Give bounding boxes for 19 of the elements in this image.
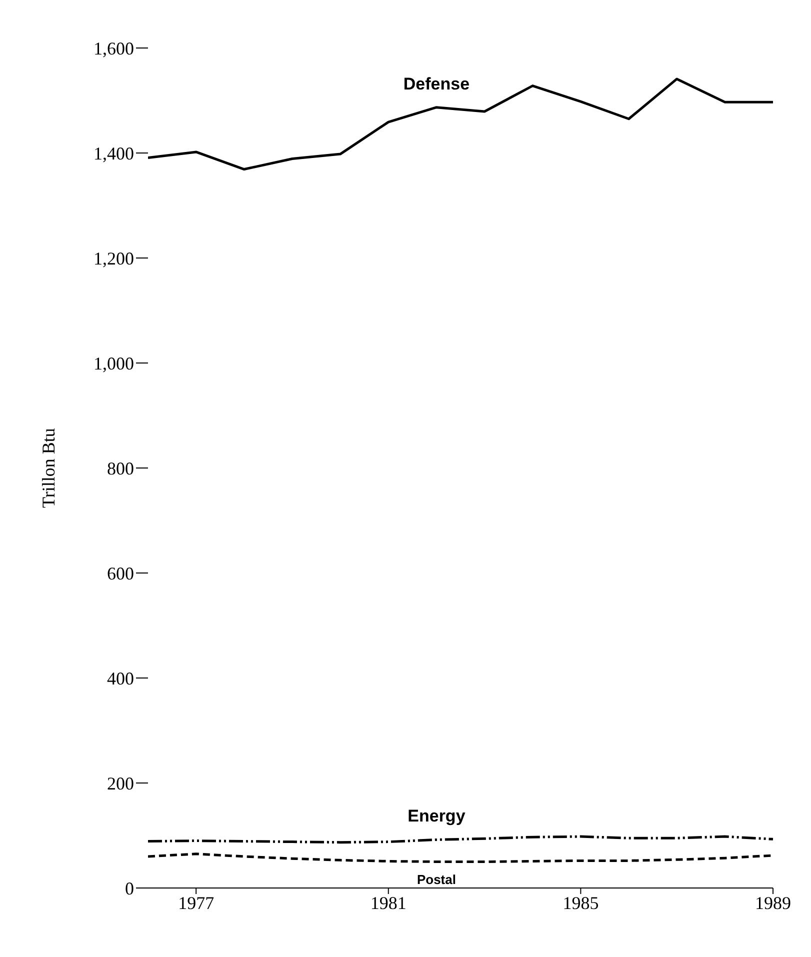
series-label: Defense xyxy=(403,74,470,94)
y-tick-label: 600 xyxy=(107,563,134,584)
y-tick-label: 800 xyxy=(107,458,134,478)
y-tick-label: 200 xyxy=(107,773,134,794)
y-tick-label: 1,600 xyxy=(94,38,134,58)
x-tick-label: 1989 xyxy=(755,892,791,913)
x-tick-label: 1981 xyxy=(370,892,406,913)
line-series xyxy=(148,852,773,863)
y-tick-label: 400 xyxy=(107,668,134,688)
y-axis-title: Trillon Btu xyxy=(38,428,58,508)
y-tick-label: 1,200 xyxy=(94,248,134,268)
line-series xyxy=(148,78,773,171)
series-label: Energy xyxy=(408,806,466,826)
y-tick-label: 0 xyxy=(125,878,134,898)
series-label: Postal xyxy=(416,872,456,887)
x-tick-label: 1977 xyxy=(178,892,214,913)
x-tick-label: 1985 xyxy=(562,892,599,913)
y-tick-label: 1,000 xyxy=(94,353,134,374)
y-tick-label: 1,400 xyxy=(94,143,134,164)
